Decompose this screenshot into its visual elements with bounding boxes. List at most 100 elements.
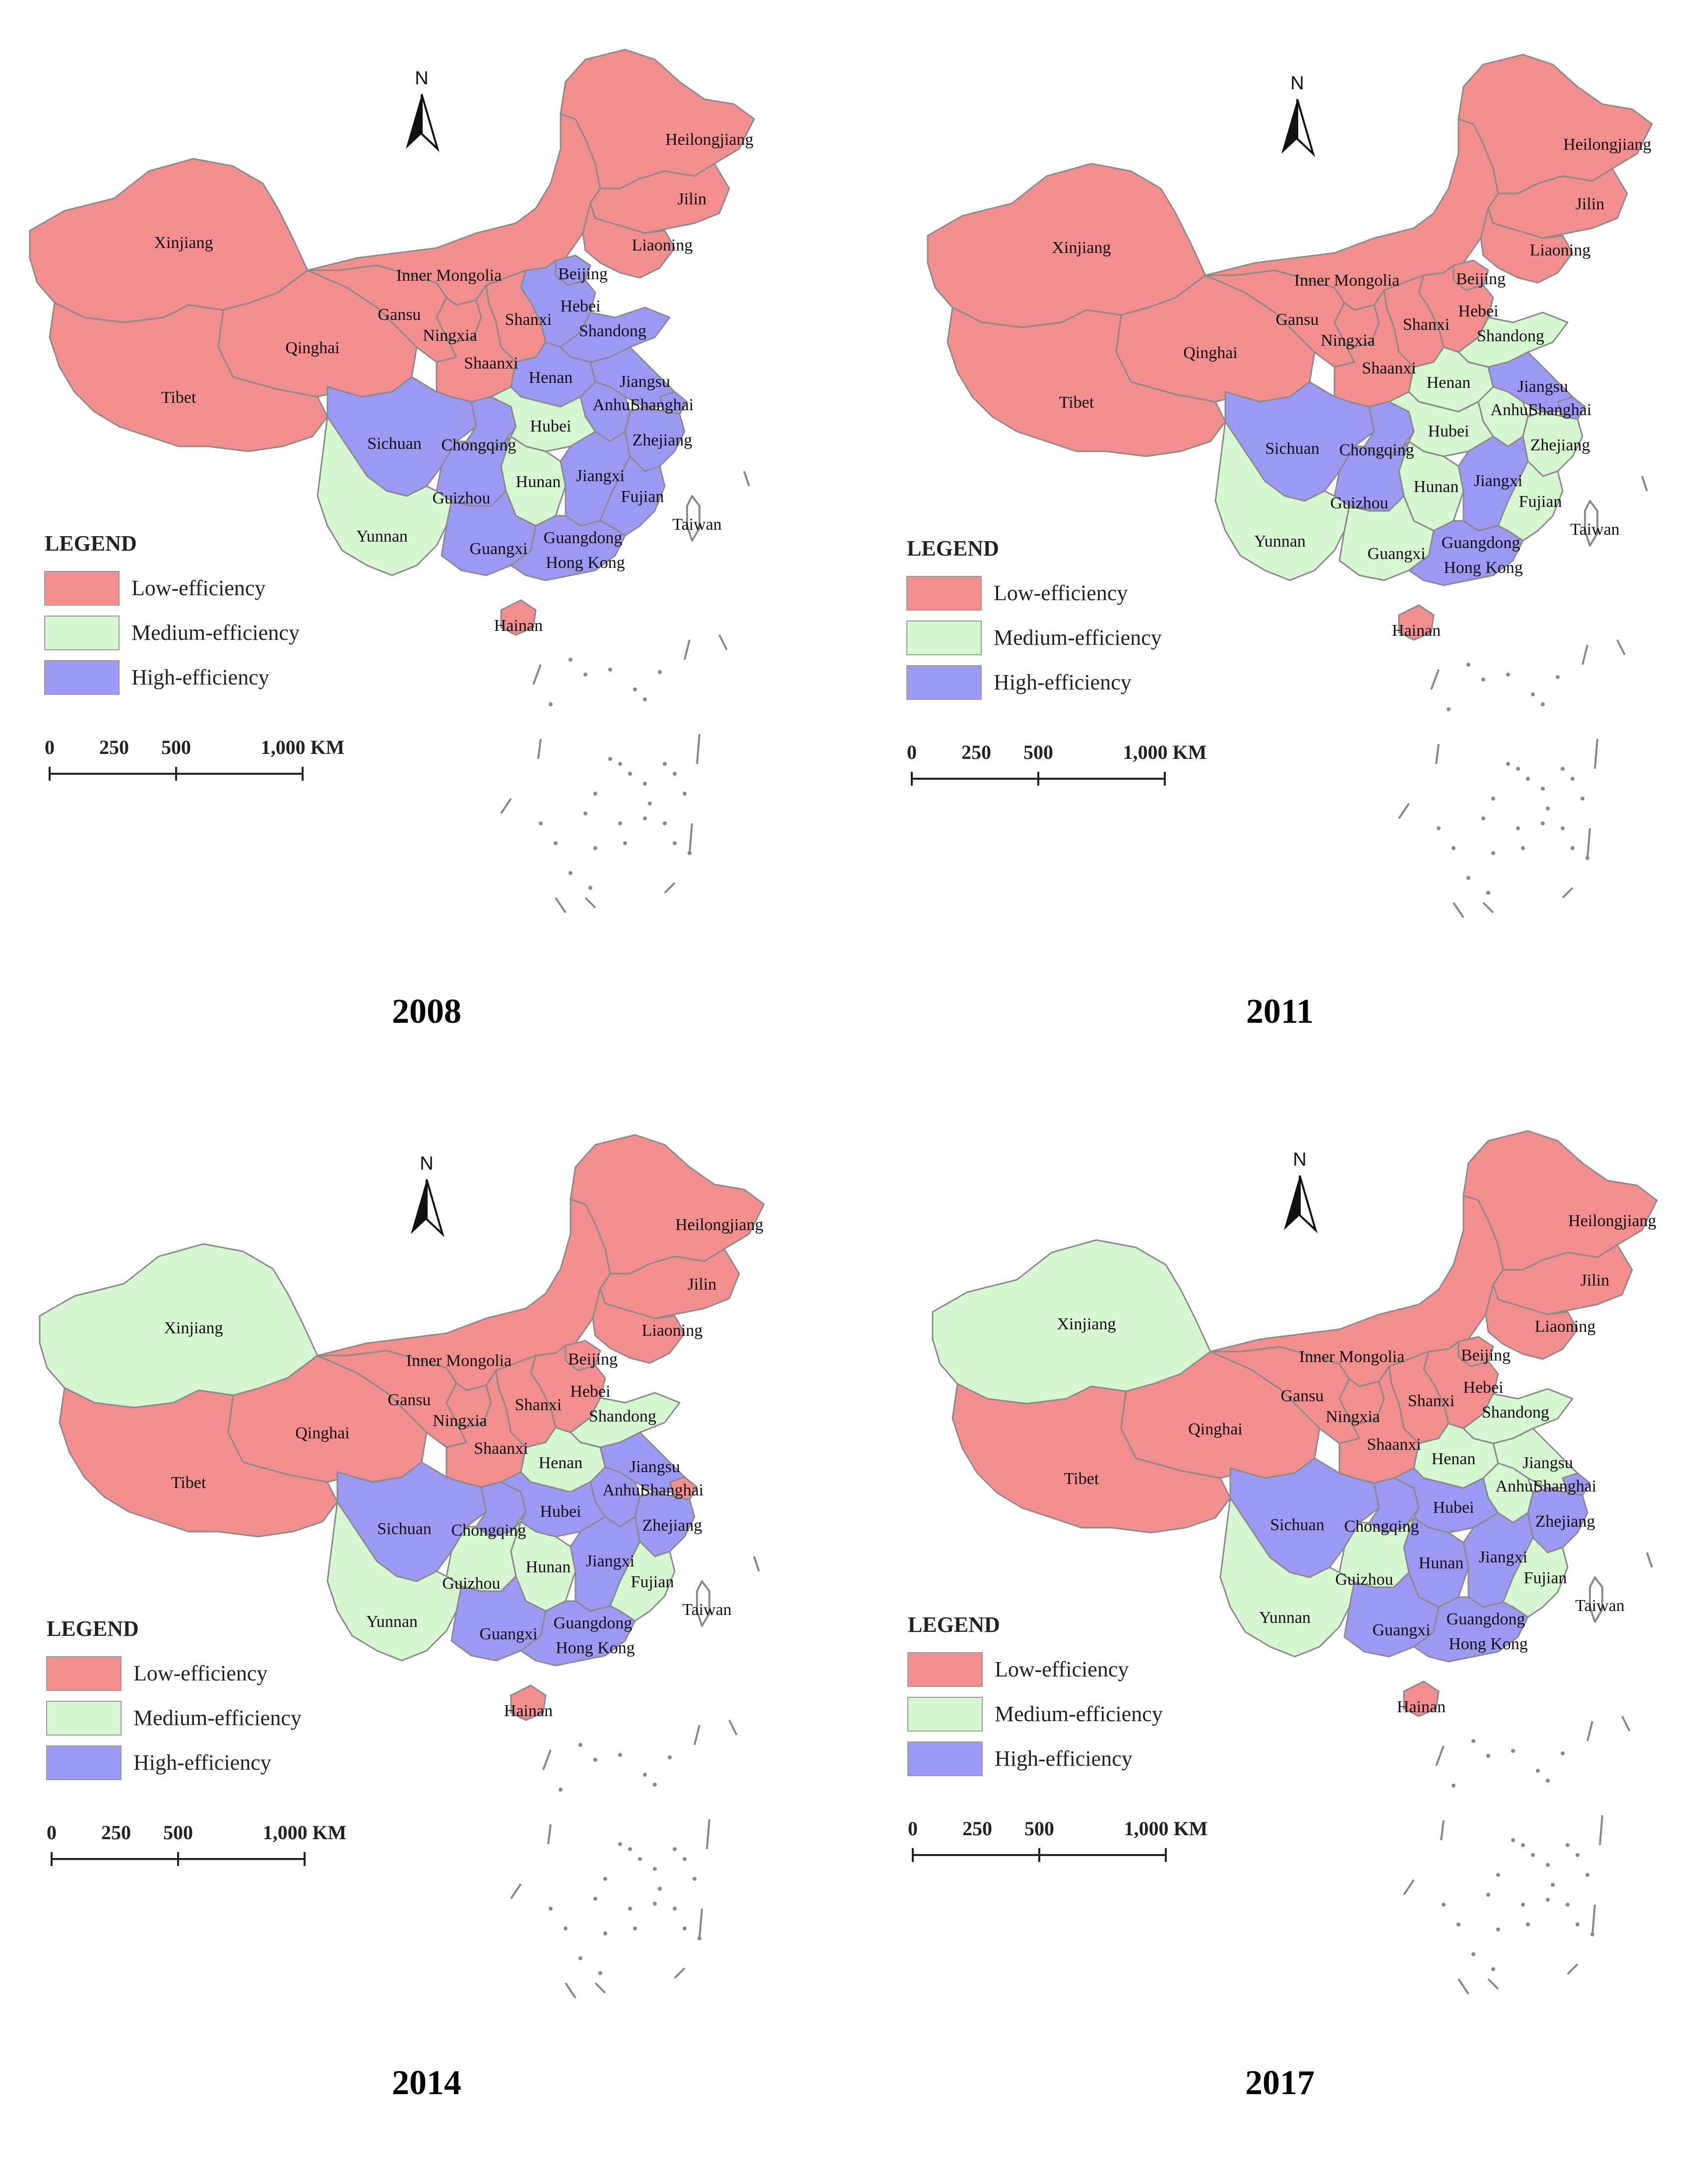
legend: LEGEND Low-efficiency Medium-efficiency Hig… xyxy=(46,1616,302,1780)
boundary-dash xyxy=(1487,1978,1499,1990)
boundary-dash xyxy=(1435,744,1440,764)
island-mark xyxy=(569,658,572,662)
boundary-dash xyxy=(537,739,542,759)
province-tibet xyxy=(49,302,328,452)
label-jilin: Jilin xyxy=(678,190,707,208)
legend: LEGEND Low-efficiency Medium-efficiency Hig… xyxy=(44,531,300,695)
label-jiangxi: Jiangxi xyxy=(1474,472,1522,490)
province-hainan xyxy=(1403,1680,1440,1717)
scale-tick-label: 500 xyxy=(1023,741,1053,763)
province-fujian xyxy=(599,455,666,537)
label-inner-mongolia: Inner Mongolia xyxy=(396,266,502,285)
label-guizhou: Guizhou xyxy=(1335,1570,1393,1589)
island-mark xyxy=(633,687,637,691)
label-ningxia: Ningxia xyxy=(433,1412,487,1430)
label-jiangxi: Jiangxi xyxy=(1479,1548,1527,1566)
island-mark xyxy=(564,1926,568,1930)
boundary-dash xyxy=(594,1982,606,1994)
label-shanxi: Shanxi xyxy=(505,310,552,329)
legend-swatch-medium xyxy=(906,620,982,655)
label-jiangxi: Jiangxi xyxy=(586,1552,634,1570)
scale-tick-label: 500 xyxy=(1024,1817,1054,1840)
label-tibet: Tibet xyxy=(171,1474,206,1492)
legend-label-low: Low-efficiency xyxy=(995,1657,1129,1681)
province-shanghai xyxy=(1562,1472,1591,1496)
province-liaoning xyxy=(582,202,676,279)
island-mark xyxy=(1536,1769,1540,1773)
legend-swatch-high xyxy=(46,1745,122,1780)
label-jiangsu: Jiangsu xyxy=(620,372,670,391)
island-mark xyxy=(653,1902,657,1906)
province-yunnan xyxy=(326,1501,462,1662)
island-mark xyxy=(1491,851,1495,855)
island-mark xyxy=(1491,797,1495,801)
boundary-dash xyxy=(706,1819,710,1850)
island-mark xyxy=(638,1857,642,1861)
island-mark xyxy=(578,1743,582,1747)
province-guangdong xyxy=(510,515,626,581)
north-label: N xyxy=(1290,73,1304,94)
legend-label-low: Low-efficiency xyxy=(133,1661,267,1685)
label-beijing: Beijing xyxy=(1456,270,1506,288)
label-zhejiang: Zhejiang xyxy=(1530,436,1590,454)
label-jiangsu: Jiangsu xyxy=(1518,377,1568,396)
island-mark xyxy=(1456,1923,1460,1926)
label-tibet: Tibet xyxy=(1059,393,1094,412)
label-liaoning: Liaoning xyxy=(1530,241,1591,259)
island-mark xyxy=(618,821,622,825)
label-fujian: Fujian xyxy=(1519,493,1562,511)
boundary-dash xyxy=(542,1749,552,1770)
province-guangdong xyxy=(1408,520,1524,586)
label-hunan: Hunan xyxy=(526,1558,571,1576)
boundary-dash xyxy=(728,1720,738,1736)
island-mark xyxy=(653,1783,657,1787)
island-mark xyxy=(643,782,647,786)
provinces-layer: Xinjiang Tibet Qinghai Gansu Inner Mongolia H… xyxy=(29,49,755,914)
province-yunnan xyxy=(1214,421,1350,581)
label-xinjiang: Xinjiang xyxy=(154,234,213,252)
province-hainan xyxy=(510,1684,547,1721)
label-shaanxi: Shaanxi xyxy=(1367,1435,1421,1454)
island-mark xyxy=(1481,678,1485,682)
label-shanxi: Shanxi xyxy=(515,1396,562,1414)
label-fujian: Fujian xyxy=(631,1573,674,1591)
label-liaoning: Liaoning xyxy=(1535,1317,1596,1336)
label-shandong: Shandong xyxy=(589,1407,656,1426)
label-hong-kong: Hong Kong xyxy=(546,554,625,572)
scale-bar: 0 250 500 1,000 KM xyxy=(907,741,1206,786)
boundary-dash xyxy=(1567,1963,1579,1975)
choropleth-map-2017: Xinjiang Tibet Qinghai Gansu Inner Mongolia H… xyxy=(907,1130,1658,1995)
island-mark xyxy=(1546,1779,1550,1783)
island-mark xyxy=(618,1753,622,1757)
province-fujian xyxy=(1502,1537,1569,1618)
label-hainan: Hainan xyxy=(1397,1698,1446,1716)
island-mark xyxy=(578,1956,582,1960)
boundary-dash xyxy=(1646,1552,1653,1568)
boundary-dash xyxy=(1599,1815,1603,1846)
label-guangxi: Guangxi xyxy=(479,1625,537,1643)
label-hong-kong: Hong Kong xyxy=(556,1639,635,1657)
label-qinghai: Qinghai xyxy=(295,1424,350,1442)
boundary-dash xyxy=(547,1824,552,1845)
label-yunnan: Yunnan xyxy=(1254,532,1306,551)
label-hubei: Hubei xyxy=(1428,422,1469,440)
label-anhui: Anhui xyxy=(593,396,635,414)
scale-tick-label: 500 xyxy=(163,1821,193,1844)
province-heilongjiang xyxy=(1462,1130,1658,1271)
scale-tick-label: 0 xyxy=(45,736,55,758)
label-jiangsu: Jiangsu xyxy=(1522,1454,1573,1472)
label-zhejiang: Zhejiang xyxy=(1535,1512,1595,1531)
boundary-dash xyxy=(1586,828,1591,859)
label-xinjiang: Xinjiang xyxy=(1057,1315,1116,1333)
label-qinghai: Qinghai xyxy=(285,339,340,357)
island-mark xyxy=(1576,1853,1580,1857)
island-mark xyxy=(1561,767,1565,771)
island-mark xyxy=(618,762,622,766)
boundary-dash xyxy=(500,798,512,814)
legend-label-high: High-efficiency xyxy=(994,670,1132,694)
boundary-dash xyxy=(1594,739,1598,769)
provinces-layer: Xinjiang Tibet Qinghai Gansu Inner Mongolia H… xyxy=(927,54,1653,919)
legend-label-low: Low-efficiency xyxy=(994,581,1128,605)
province-liaoning xyxy=(1480,207,1574,284)
island-mark xyxy=(643,816,647,820)
